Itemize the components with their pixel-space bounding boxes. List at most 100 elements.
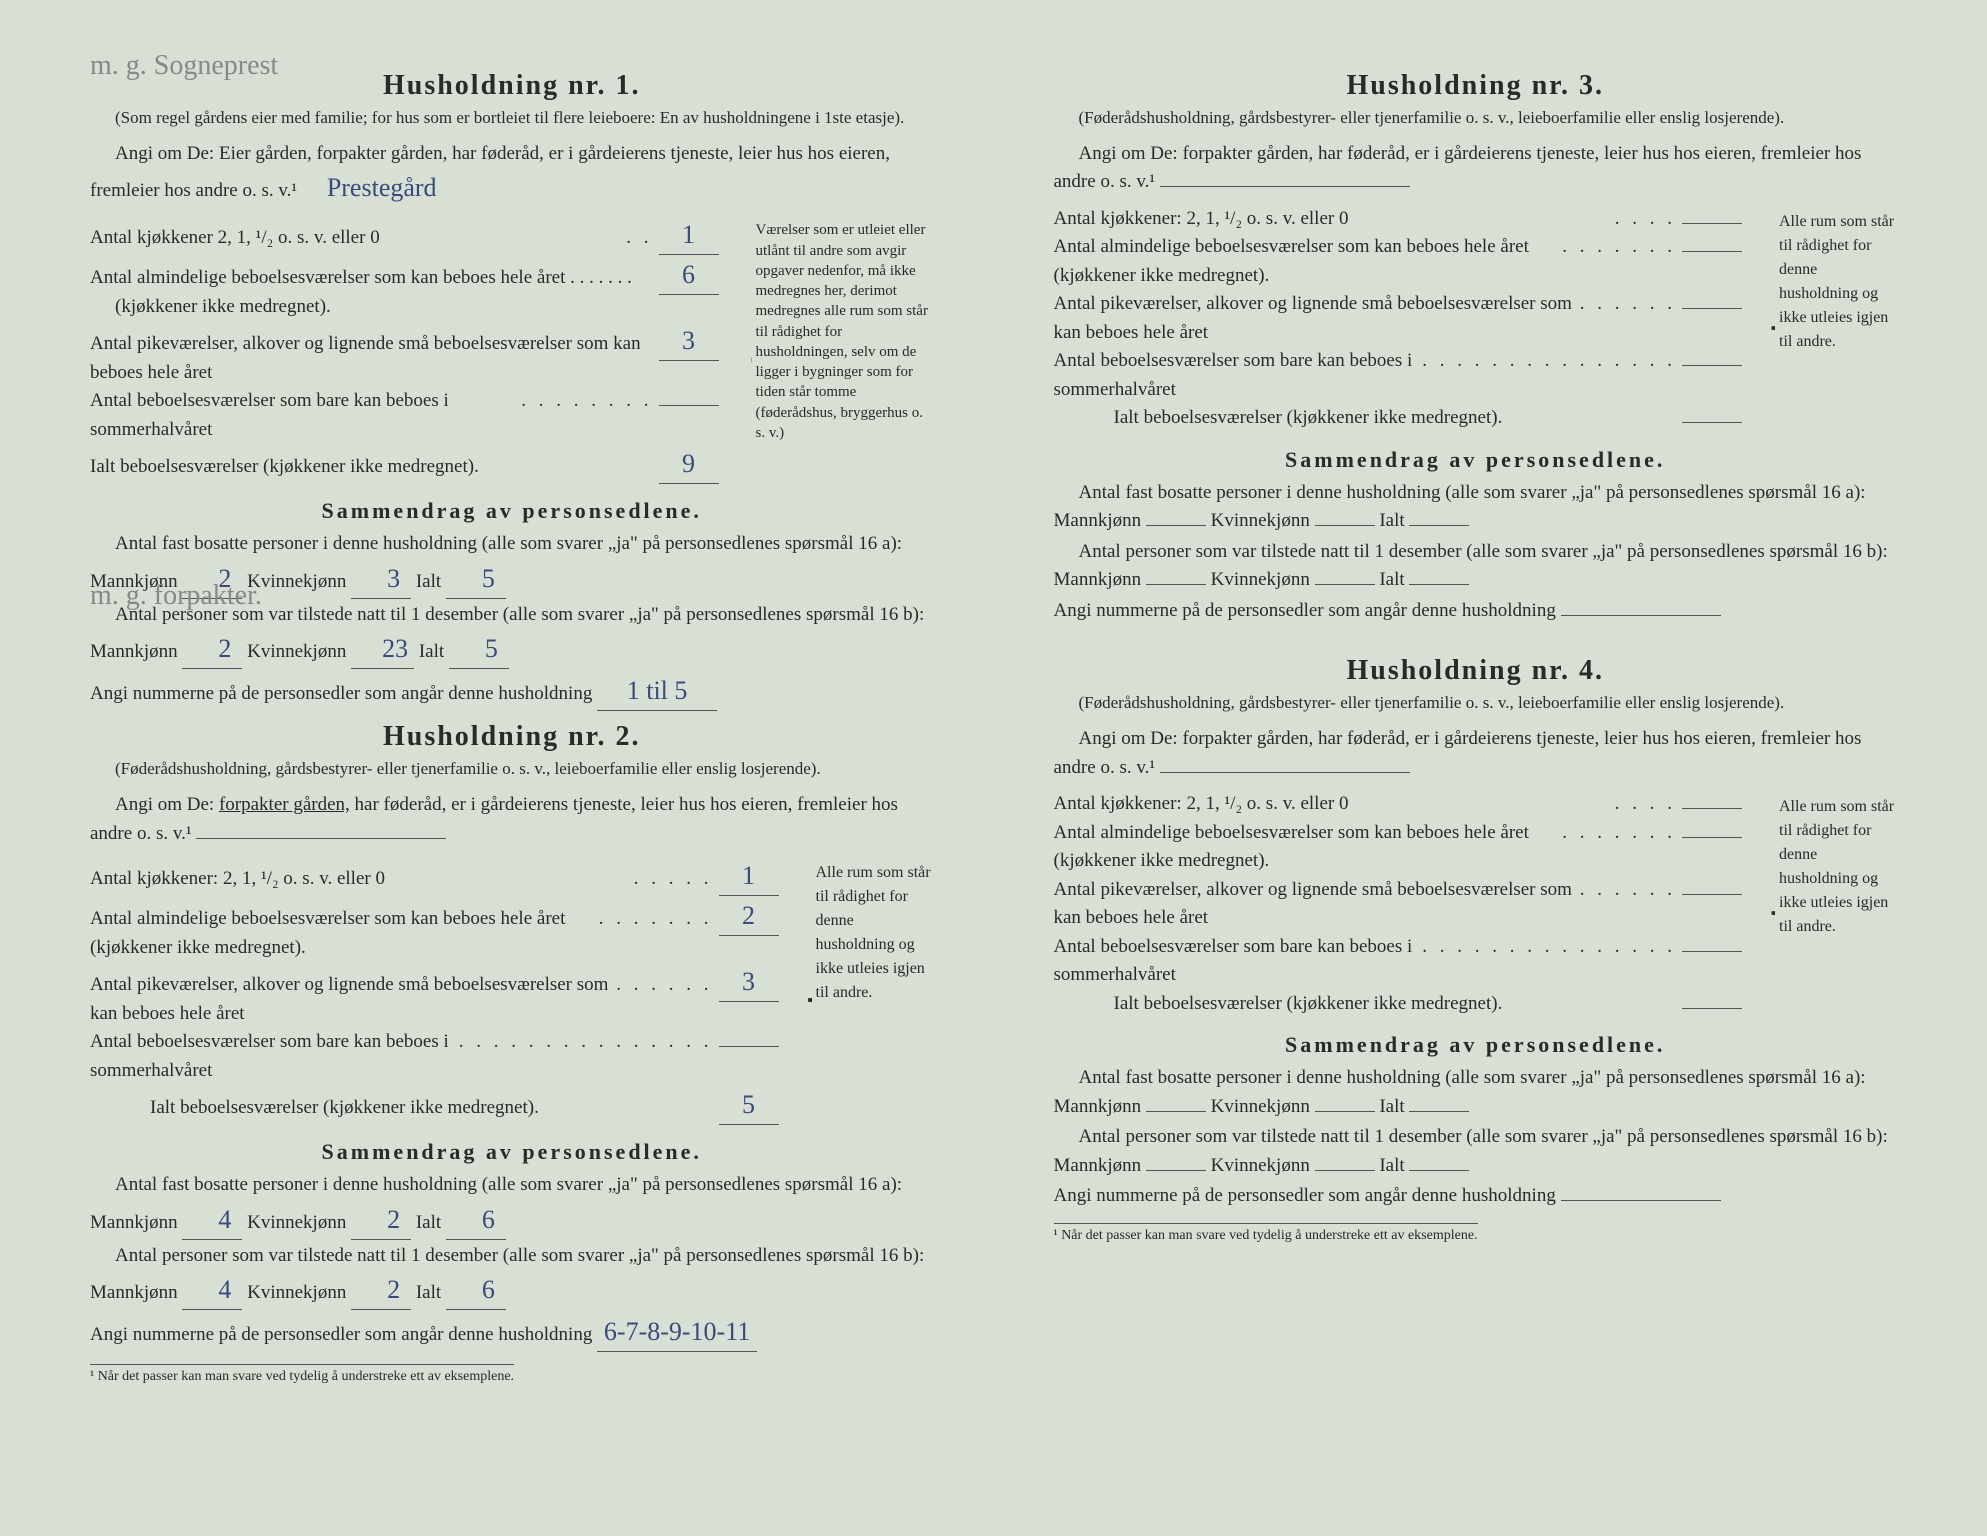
ialt-label-8: Ialt bbox=[1379, 1155, 1404, 1176]
h3-rooms-main: Antal kjøkkener: 2, 1, ¹/₂ o. s. v. elle… bbox=[1054, 205, 1743, 433]
h1-summary-title: Sammendrag av personsedlene. bbox=[90, 498, 934, 524]
ialt-label-7: Ialt bbox=[1379, 1096, 1404, 1117]
h4-pres-label: Antal personer som var tilstede natt til… bbox=[1054, 1126, 1888, 1176]
h2-rooms-block: Antal kjøkkener: 2, 1, ¹/₂ o. s. v. elle… bbox=[90, 856, 934, 1125]
h2-angi-a: Angi om De: bbox=[115, 794, 219, 815]
h3-title: Husholdning nr. 3. bbox=[1054, 70, 1898, 102]
h2-bracket-text: Alle rum som står til rådighet for denne… bbox=[816, 864, 931, 1001]
h3-kitchens-val bbox=[1682, 223, 1742, 224]
h1-angi-text: Angi om De: Eier gården, forpakter gårde… bbox=[90, 143, 890, 202]
handwriting-2: m. g. forpakter. bbox=[90, 580, 262, 612]
h2-pres-row: Antal personer som var tilstede natt til… bbox=[90, 1242, 934, 1311]
h4-angi-fill bbox=[1160, 772, 1410, 773]
h1-nums-label: Angi nummerne på de personsedler som ang… bbox=[90, 683, 592, 704]
h4-nums-val bbox=[1561, 1200, 1721, 1201]
h1-total-label: Ialt beboelsesværelser (kjøkkener ikke m… bbox=[90, 453, 659, 482]
h3-angi: Angi om De: forpakter gården, har føderå… bbox=[1054, 140, 1898, 197]
h4-perm-label: Antal fast bosatte personer i denne hush… bbox=[1054, 1067, 1866, 1117]
h2-perm-row: Antal fast bosatte personer i denne hush… bbox=[90, 1171, 934, 1240]
h2-maids-label: Antal pikeværelser, alkover og lignende … bbox=[90, 971, 610, 1028]
h2-nums-val: 6-7-8-9-10-11 bbox=[597, 1312, 757, 1352]
h1-rooms-all-label: Antal almindelige beboelsesværelser som … bbox=[90, 264, 659, 321]
h4-rooms-main: Antal kjøkkener: 2, 1, ¹/₂ o. s. v. elle… bbox=[1054, 790, 1743, 1018]
h3-bracket: { Alle rum som står til rådighet for den… bbox=[1757, 205, 1897, 433]
handwriting-1: m. g. Sogneprest bbox=[90, 50, 278, 82]
h2-rooms-all-val: 2 bbox=[719, 896, 779, 936]
h2-summer-val bbox=[719, 1046, 779, 1047]
h1-nums-row: Angi nummerne på de personsedler som ang… bbox=[90, 671, 934, 711]
h3-rooms-all-label: Antal almindelige beboelsesværelser som … bbox=[1054, 233, 1557, 290]
h1-summer-val bbox=[659, 405, 719, 406]
h4-bracket-text: Alle rum som står til rådighet for denne… bbox=[1779, 798, 1894, 935]
brace-icon-3: { bbox=[1757, 205, 1775, 433]
h4-bracket: { Alle rum som står til rådighet for den… bbox=[1757, 790, 1897, 1018]
h4-summer-label: Antal beboelsesværelser som bare kan beb… bbox=[1054, 933, 1417, 990]
h2-summer-label: Antal beboelsesværelser som bare kan beb… bbox=[90, 1028, 453, 1085]
h3-nums-val bbox=[1561, 615, 1721, 616]
footnote-right: ¹ Når det passer kan man svare ved tydel… bbox=[1054, 1223, 1478, 1244]
footnote-left: ¹ Når det passer kan man svare ved tydel… bbox=[90, 1364, 514, 1385]
h3-pres-m bbox=[1146, 584, 1206, 585]
h1-perm-t: 5 bbox=[446, 559, 506, 599]
h4-perm-k bbox=[1315, 1111, 1375, 1112]
h3-pres-row: Antal personer som var tilstede natt til… bbox=[1054, 538, 1898, 595]
h1-rooms-block: Antal kjøkkener 2, 1, ¹/₂ o. s. v. eller… bbox=[90, 215, 934, 484]
brace-icon-4: { bbox=[1757, 790, 1775, 1018]
h4-summary-title: Sammendrag av personsedlene. bbox=[1054, 1032, 1898, 1058]
h1-kitchens-val: 1 bbox=[659, 215, 719, 255]
h4-total-label: Ialt beboelsesværelser (kjøkkener ikke m… bbox=[1054, 990, 1683, 1019]
h4-kitchens-label: Antal kjøkkener: 2, 1, ¹/₂ o. s. v. elle… bbox=[1054, 790, 1609, 819]
h3-total-val bbox=[1682, 422, 1742, 423]
h1-perm-k: 3 bbox=[351, 559, 411, 599]
h3-angi-fill bbox=[1160, 186, 1410, 187]
h2-rooms-main: Antal kjøkkener: 2, 1, ¹/₂ o. s. v. elle… bbox=[90, 856, 779, 1125]
h2-maids-val: 3 bbox=[719, 962, 779, 1002]
left-page: m. g. Sogneprest Husholdning nr. 1. (Som… bbox=[50, 40, 994, 1496]
h2-kitchens-label: Antal kjøkkener: 2, 1, ¹/₂ o. s. v. elle… bbox=[90, 865, 628, 894]
h3-perm-k bbox=[1315, 525, 1375, 526]
h4-maids-val bbox=[1682, 894, 1742, 895]
h2-perm-k: 2 bbox=[351, 1200, 411, 1240]
h3-pres-k bbox=[1315, 584, 1375, 585]
h4-total-val bbox=[1682, 1008, 1742, 1009]
h1-maids-val: 3 bbox=[659, 321, 719, 361]
h4-angi-text: Angi om De: forpakter gården, har føderå… bbox=[1054, 728, 1862, 778]
h4-nums-row: Angi nummerne på de personsedler som ang… bbox=[1054, 1182, 1898, 1211]
h3-rooms-all-val bbox=[1682, 251, 1742, 252]
h4-note: (Føderådshusholdning, gårdsbestyrer- ell… bbox=[1054, 692, 1898, 715]
kvinne-label-4: Kvinnekjønn bbox=[247, 1282, 346, 1303]
h2-bracket: { Alle rum som står til rådighet for den… bbox=[794, 856, 934, 1125]
h4-pres-k bbox=[1315, 1170, 1375, 1171]
h3-summer-label: Antal beboelsesværelser som bare kan beb… bbox=[1054, 347, 1417, 404]
h4-pres-m bbox=[1146, 1170, 1206, 1171]
h4-pres-row: Antal personer som var tilstede natt til… bbox=[1054, 1123, 1898, 1180]
h4-rooms-all-val bbox=[1682, 837, 1742, 838]
brace-icon: { bbox=[734, 215, 752, 484]
h1-bracket: { Værelser som er utleiet eller utlånt t… bbox=[734, 215, 934, 484]
h4-summer-val bbox=[1682, 951, 1742, 952]
ialt-label-4: Ialt bbox=[416, 1282, 441, 1303]
h2-total-val: 5 bbox=[719, 1085, 779, 1125]
h4-title: Husholdning nr. 4. bbox=[1054, 655, 1898, 687]
h1-bracket-text: Værelser som er utleiet eller utlånt til… bbox=[756, 222, 928, 441]
ialt-label: Ialt bbox=[416, 571, 441, 592]
h3-nums-row: Angi nummerne på de personsedler som ang… bbox=[1054, 597, 1898, 626]
h2-angi-underlined: forpakter gården, bbox=[219, 794, 350, 815]
h4-maids-label: Antal pikeværelser, alkover og lignende … bbox=[1054, 876, 1574, 933]
ialt-label-3: Ialt bbox=[416, 1212, 441, 1233]
h3-maids-label: Antal pikeværelser, alkover og lignende … bbox=[1054, 290, 1574, 347]
h3-summary-title: Sammendrag av personsedlene. bbox=[1054, 447, 1898, 473]
h3-maids-val bbox=[1682, 308, 1742, 309]
h3-pres-label: Antal personer som var tilstede natt til… bbox=[1054, 541, 1888, 591]
h1-pres-m: 2 bbox=[182, 629, 242, 669]
h2-rooms-all-label: Antal almindelige beboelsesværelser som … bbox=[90, 905, 593, 962]
h2-summary-title: Sammendrag av personsedlene. bbox=[90, 1139, 934, 1165]
h1-angi-fill: Prestegård bbox=[302, 168, 437, 207]
h1-total-val: 9 bbox=[659, 444, 719, 484]
h4-kitchens-val bbox=[1682, 808, 1742, 809]
kvinne-label-8: Kvinnekjønn bbox=[1211, 1155, 1310, 1176]
h1-rooms-all-val: 6 bbox=[659, 255, 719, 295]
h2-pres-m: 4 bbox=[182, 1270, 242, 1310]
kvinne-label-3: Kvinnekjønn bbox=[247, 1212, 346, 1233]
h2-title: Husholdning nr. 2. bbox=[90, 721, 934, 753]
